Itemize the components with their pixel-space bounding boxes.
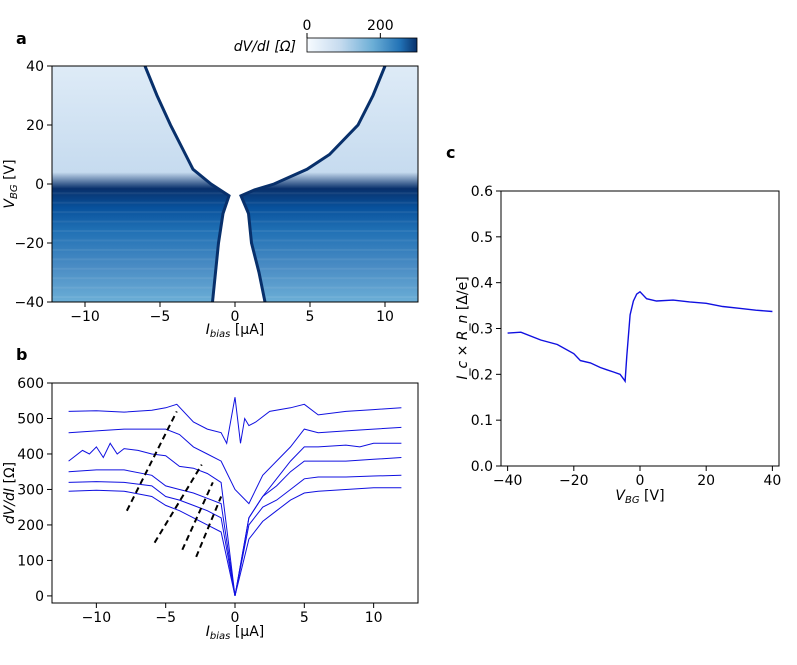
critical-current-boundary-positive <box>239 66 387 302</box>
x-tick-label: −20 <box>559 473 589 489</box>
series-line <box>68 397 402 445</box>
dashed-guide <box>181 481 214 551</box>
superconducting-region <box>145 66 385 302</box>
series-line <box>507 290 773 384</box>
colorbar-ticks: 0 200 <box>303 18 394 38</box>
panel-b-xlabel: Ibias [μA] <box>206 624 264 642</box>
x-tick-label: 5 <box>306 309 315 325</box>
panel-b-dashed-guides <box>125 410 223 558</box>
x-tick-label: −5 <box>150 309 171 325</box>
panel-label-a: a <box>16 29 27 48</box>
x-tick-label: 0 <box>231 309 240 325</box>
x-tick-label: 10 <box>376 309 394 325</box>
panel-a-ylabel: VBG [V] <box>2 159 20 208</box>
y-tick-label: 400 <box>17 447 44 463</box>
series-line <box>68 474 402 596</box>
panel-c-ylabel: I_c × R_n [Δ/e] <box>455 276 471 379</box>
y-tick-label: 20 <box>26 118 44 134</box>
panel-a-axes: −10 −5 0 5 10 −40 −20 0 20 40 <box>14 59 393 325</box>
colorbar-tick-label: 200 <box>367 18 394 34</box>
y-tick-label: 0.4 <box>471 276 493 292</box>
x-tick-label: 40 <box>763 473 781 489</box>
y-tick-label: 200 <box>17 518 44 534</box>
panel-c-xlabel: VBG [V] <box>615 488 664 506</box>
y-tick-label: 40 <box>26 59 44 75</box>
y-tick-label: 0.2 <box>471 367 493 383</box>
panel-c-line: −40 −20 0 20 40 0.0 0.1 0.2 0.3 0.4 0.5 0.6 VBG [V]… <box>455 184 781 506</box>
panel-b-frame <box>51 382 419 604</box>
panel-a-xlabel: Ibias [μA] <box>206 322 264 340</box>
dashed-guide <box>125 410 178 512</box>
y-tick-label: 500 <box>17 411 44 427</box>
y-tick-label: 0 <box>35 177 44 193</box>
series-line <box>68 426 402 505</box>
series-line <box>68 442 402 596</box>
panel-label-b: b <box>16 345 27 364</box>
colorbar-label: dV/dI [Ω] <box>234 39 296 55</box>
x-tick-label: −5 <box>155 610 176 626</box>
x-tick-label: −40 <box>493 473 523 489</box>
x-tick-label: 0 <box>231 610 240 626</box>
x-tick-label: −10 <box>70 309 100 325</box>
y-tick-label: 0.6 <box>471 184 493 200</box>
x-tick-label: 0 <box>636 473 645 489</box>
y-tick-label: 100 <box>17 553 44 569</box>
y-tick-label: 0.1 <box>471 413 493 429</box>
panel-label-c: c <box>446 143 455 162</box>
series-line <box>68 457 402 596</box>
y-tick-label: 0 <box>35 589 44 605</box>
critical-current-boundary-negative <box>143 66 231 302</box>
y-tick-label: 600 <box>17 376 44 392</box>
y-tick-label: 0.0 <box>471 459 493 475</box>
y-tick-label: −40 <box>14 295 44 311</box>
x-tick-label: 10 <box>365 610 383 626</box>
panel-c-series <box>507 290 773 384</box>
y-tick-label: −20 <box>14 236 44 252</box>
y-tick-label: 0.5 <box>471 230 493 246</box>
colorbar-tick-label: 0 <box>303 18 312 34</box>
panel-b-series <box>68 397 402 597</box>
x-tick-label: 20 <box>697 473 715 489</box>
panel-c-frame <box>500 190 780 467</box>
x-tick-label: −10 <box>82 610 112 626</box>
y-tick-label: 0.3 <box>471 322 493 338</box>
panel-c-axes: −40 −20 0 20 40 0.0 0.1 0.2 0.3 0.4 0.5 0.6 <box>471 184 782 489</box>
panel-b-ylabel: dV/dI [Ω] <box>2 462 18 524</box>
dashed-guide <box>195 496 223 558</box>
colorbar-gradient <box>306 37 418 53</box>
series-line <box>68 487 402 597</box>
dashed-guide <box>153 464 203 544</box>
y-tick-label: 300 <box>17 482 44 498</box>
colorbar: dV/dI [Ω] 0 200 <box>234 18 418 55</box>
x-tick-label: 5 <box>300 610 309 626</box>
